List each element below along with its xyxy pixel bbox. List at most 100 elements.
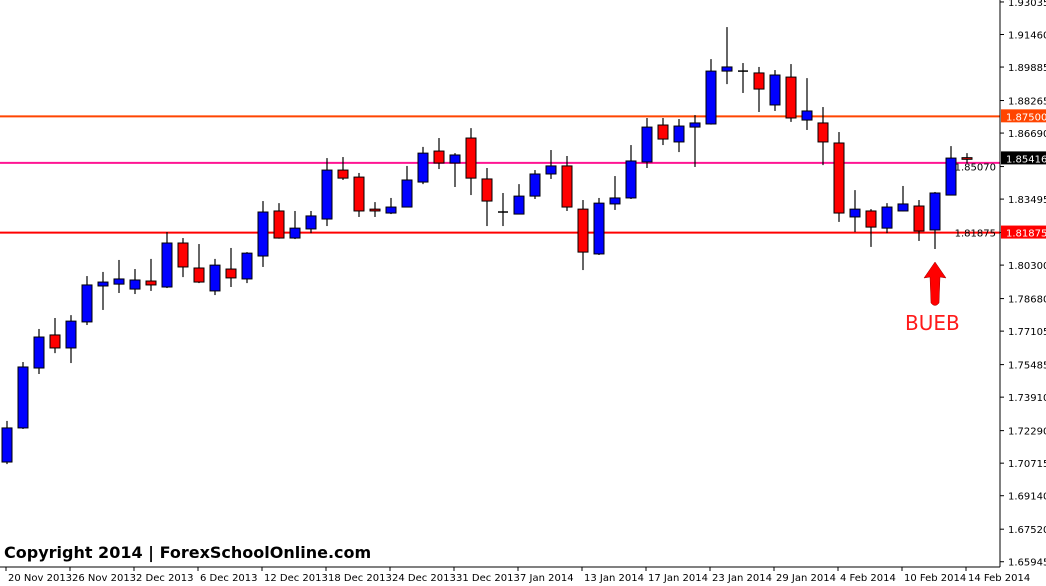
candle: [33, 328, 45, 375]
candle-body: [129, 279, 141, 290]
candle: [129, 269, 141, 295]
candle-body: [305, 215, 317, 230]
candle-body: [353, 176, 365, 212]
candle-body: [33, 336, 45, 369]
candle-body: [161, 242, 173, 288]
candle: [1, 420, 13, 465]
candle-body: [705, 70, 717, 125]
candle-body: [513, 195, 525, 215]
candle: [498, 192, 508, 227]
candle-body: [97, 281, 109, 287]
candle-body: [785, 76, 797, 119]
y-tick-label: 1.73910: [1008, 393, 1046, 404]
candle: [209, 258, 221, 296]
candle: [545, 150, 557, 179]
candle: [465, 128, 477, 196]
candle: [337, 157, 349, 180]
candle-body: [241, 252, 253, 280]
y-tick-label: 1.78680: [1008, 295, 1046, 306]
candle: [689, 115, 701, 167]
candle: [161, 232, 173, 289]
x-tick-label: 4 Feb 2014: [840, 573, 896, 584]
candle-body: [177, 242, 189, 268]
candle-body: [465, 137, 477, 179]
candle: [865, 209, 877, 247]
candle-body: [257, 211, 269, 257]
candle-body: [193, 267, 205, 283]
x-tick-label: 24 Dec 2013: [392, 573, 456, 584]
candle-body: [929, 192, 941, 231]
candle: [481, 167, 493, 227]
y-tick-label: 1.88265: [1008, 97, 1046, 108]
candle-body: [289, 227, 301, 239]
candle: [929, 191, 941, 249]
price-label-box: [1001, 109, 1046, 123]
candle-body: [385, 206, 397, 214]
y-tick-label: 1.75485: [1008, 361, 1046, 372]
y-tick-label: 1.70715: [1008, 459, 1046, 470]
candle: [65, 315, 77, 364]
candle-body: [1, 427, 13, 463]
y-tick-label: 1.81875: [955, 229, 996, 240]
x-tick-label: 20 Nov 2013: [8, 573, 72, 584]
candle: [193, 244, 205, 284]
candle-body: [209, 264, 221, 292]
candle-body: [337, 169, 349, 179]
candle: [721, 27, 733, 85]
candle: [705, 59, 717, 125]
candle-body: [449, 154, 461, 164]
candle: [738, 63, 748, 93]
candle: [561, 156, 573, 211]
candle: [369, 202, 381, 217]
candle-body: [65, 320, 77, 349]
candle: [97, 271, 109, 310]
y-tick-label: 1.77105: [1008, 327, 1046, 338]
y-tick-label: 1.72290: [1008, 427, 1046, 438]
x-tick-label: 26 Nov 2013: [72, 573, 136, 584]
candle-body: [753, 72, 765, 90]
x-tick-label: 14 Feb 2014: [968, 573, 1030, 584]
candle: [641, 117, 653, 168]
current-price-box: [1001, 151, 1046, 165]
candle-body: [369, 208, 381, 212]
candle: [513, 184, 525, 215]
candle: [225, 247, 237, 288]
x-tick-label: 6 Dec 2013: [200, 573, 258, 584]
candle-body: [145, 280, 157, 286]
y-tick-label: 1.83495: [1008, 195, 1046, 206]
y-tick-label: 1.69140: [1008, 492, 1046, 503]
candle: [625, 145, 637, 199]
candle-body: [481, 178, 493, 202]
candle: [289, 210, 301, 240]
candle: [945, 146, 957, 196]
annotation-bueb: BUEB: [905, 311, 960, 335]
candle-body: [273, 210, 285, 239]
price-label: 1.81875: [1006, 229, 1046, 240]
candle-body: [833, 142, 845, 214]
candle-body: [417, 152, 429, 183]
current-price-label: 1.85416: [1006, 154, 1046, 165]
y-tick-label: 1.65945: [1008, 558, 1046, 569]
candle: [881, 203, 893, 234]
y-tick-label: 1.86690: [1008, 129, 1046, 140]
candle: [17, 362, 29, 429]
x-tick-label: 13 Jan 2014: [584, 573, 644, 584]
candle: [913, 200, 925, 241]
candle: [817, 107, 829, 166]
x-tick-label: 7 Jan 2014: [520, 573, 574, 584]
x-tick-label: 2 Dec 2013: [136, 573, 194, 584]
candle-body: [817, 122, 829, 143]
candle-body: [865, 210, 877, 228]
candle: [657, 117, 669, 146]
candle-body: [225, 268, 237, 279]
candle: [273, 203, 285, 239]
candle-body: [433, 150, 445, 164]
candle-body: [769, 74, 781, 106]
candle-body: [545, 165, 557, 175]
y-tick-label: 1.85070: [955, 163, 996, 174]
candle-body: [609, 197, 621, 205]
candle: [961, 153, 973, 164]
candle-body: [625, 160, 637, 199]
x-tick-label: 29 Jan 2014: [776, 573, 836, 584]
candle-body: [897, 203, 909, 212]
